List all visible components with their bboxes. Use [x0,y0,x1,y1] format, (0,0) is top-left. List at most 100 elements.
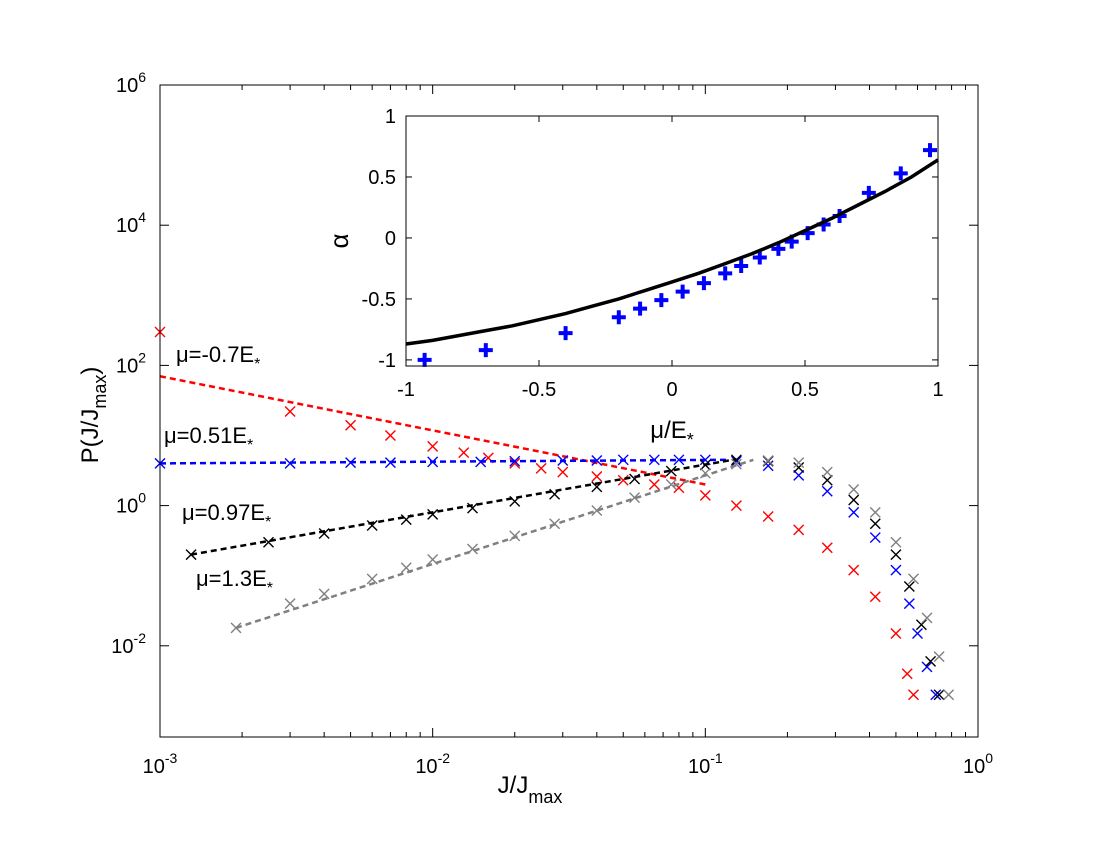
inset-fit-curve [405,158,939,346]
inset-y-axis-label: α [324,233,354,248]
main-axes-box [159,84,979,738]
main-data-point [943,689,955,701]
main-series-0 [154,326,919,701]
main-series-label: μ=1.3E* [196,566,273,597]
main-series-1 [154,454,942,701]
main-data-point [427,440,439,452]
main-data-point [869,518,881,530]
main-data-point [730,455,742,467]
inset-plot-area [406,116,938,366]
inset-x-tick-label: -0.5 [522,379,556,401]
main-data-point [869,532,881,544]
inset-y-ticks: -1 -0.5 0 0.5 1 [362,106,938,372]
main-data-point [384,457,396,469]
main-data-point [400,562,412,574]
main-data-point [263,536,274,548]
main-data-point [730,500,742,512]
main-data-point [821,474,833,486]
main-data-point [890,536,902,548]
main-data-point [400,514,412,526]
main-data-point [427,456,439,468]
main-data-point [509,495,521,507]
main-data-point [345,457,357,469]
main-data-point [591,454,603,466]
inset-data-point [558,326,573,341]
main-series-fit-line [159,458,727,465]
main-data-point [933,689,945,701]
main-data-point [427,508,439,520]
main-data-point [699,467,711,479]
main-data-point [908,689,919,701]
main-series-2 [185,454,945,701]
main-data-point [591,471,603,483]
inset-data-point [861,185,876,200]
main-data-point [665,465,677,477]
main-data-point [930,689,942,701]
main-data-point [648,479,660,490]
inset-y-tick-label: 0.5 [368,167,396,189]
main-x-tick-label: 10-1 [688,750,723,778]
main-data-point [821,485,833,497]
inset-series-data [417,143,938,367]
main-data-point [617,474,629,486]
main-data-point [699,489,711,501]
main-data-point [345,419,357,431]
main-data-point [591,505,603,517]
inset-plot: -1 -0.5 0 0.5 1 -1 -0.5 0 0.5 1 μ/E* α [324,106,944,450]
main-data-point [284,598,296,610]
main-x-axis-label: J/Jmax [498,772,563,807]
main-data-point [730,458,742,470]
main-data-point [890,627,902,639]
main-data-point [699,459,711,471]
main-data-point [673,454,685,466]
main-x-tick-label: 10-2 [415,750,450,778]
inset-series-fit [405,158,939,346]
main-data-point [384,430,396,441]
inset-x-tick-label: 0.5 [791,379,819,401]
inset-y-tick-label: 0 [385,228,396,250]
main-data-point [848,494,860,506]
main-data-point [793,469,805,481]
main-y-tick-label: 106 [116,69,146,97]
main-data-point [793,457,805,469]
inset-data-point [893,166,908,181]
main-data-point [458,447,470,459]
main-data-point [185,549,197,561]
main-x-ticks: 10-3 10-2 10-1 100 [143,85,993,778]
main-data-point [821,466,833,478]
main-series-label: μ=-0.7E* [176,342,260,373]
main-y-tick-label: 10-2 [111,630,146,658]
main-series-fit-line [159,375,706,486]
inset-data-point [654,293,669,308]
main-data-point [903,581,915,593]
inset-data-point [675,284,690,299]
inset-x-ticks: -1 -0.5 0 0.5 1 [397,116,944,401]
inset-data-point [417,352,432,367]
main-x-tick-label: 10-3 [143,750,178,778]
main-series-fit-line [190,457,737,556]
main-data-point [793,461,805,473]
main-data-point [921,661,933,673]
inset-data-point [633,301,648,316]
main-data-point [848,506,860,518]
main-data-point [509,455,521,467]
main-data-point [535,462,547,474]
main-data-point [366,573,378,585]
main-data-point [629,473,641,485]
main-x-tick-label: 100 [963,750,993,778]
main-data-point [629,492,641,504]
main-data-point [848,564,860,576]
main-data-point [591,481,603,493]
main-data-point [318,588,330,600]
main-data-point [793,524,805,536]
main-y-tick-label: 100 [116,490,146,518]
main-data-point [665,479,677,490]
main-series-group [154,326,955,701]
inset-data-point [696,276,711,291]
main-data-point [366,520,378,532]
inset-y-tick-label: 1 [385,106,396,128]
inset-data-point [734,259,749,273]
main-data-point [890,549,902,561]
main-series-label: μ=0.97E* [182,500,271,531]
